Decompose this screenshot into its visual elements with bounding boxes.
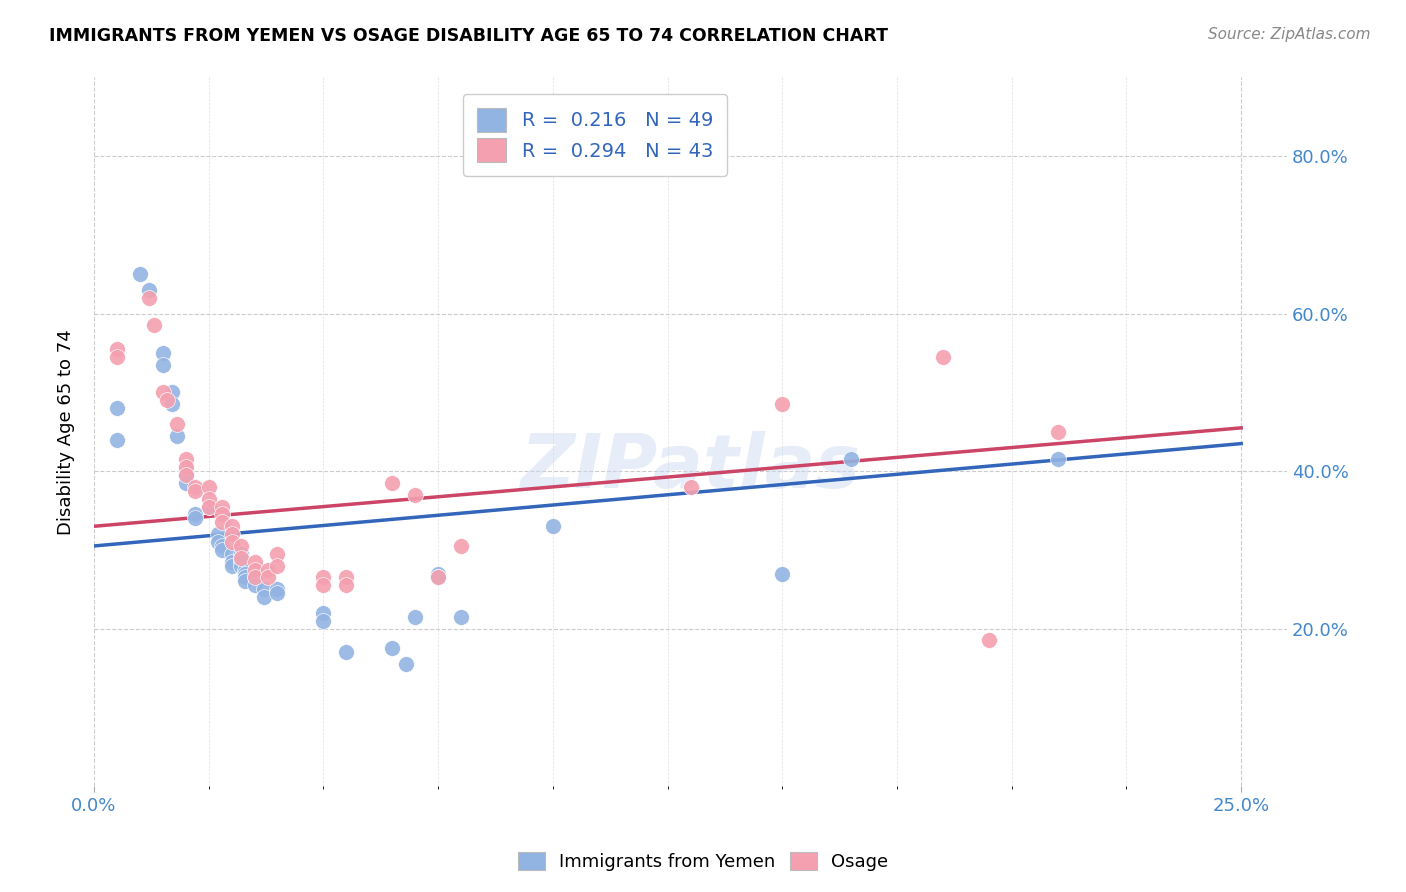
Point — [207, 535, 229, 549]
Point — [174, 468, 197, 483]
Point — [166, 428, 188, 442]
Point — [197, 500, 219, 514]
Point — [404, 610, 426, 624]
Point — [266, 582, 288, 597]
Point — [450, 539, 472, 553]
Point — [839, 452, 862, 467]
Point — [253, 590, 276, 604]
Point — [679, 480, 702, 494]
Point — [312, 606, 335, 620]
Point — [335, 578, 357, 592]
Point — [197, 480, 219, 494]
Point — [257, 563, 280, 577]
Point — [105, 433, 128, 447]
Point — [174, 460, 197, 475]
Point — [221, 527, 243, 541]
Point — [266, 558, 288, 573]
Point — [335, 570, 357, 584]
Point — [335, 645, 357, 659]
Point — [312, 570, 335, 584]
Point — [1046, 425, 1069, 439]
Point — [152, 358, 174, 372]
Point — [184, 483, 207, 498]
Point — [266, 586, 288, 600]
Point — [450, 610, 472, 624]
Point — [977, 633, 1000, 648]
Legend: Immigrants from Yemen, Osage: Immigrants from Yemen, Osage — [510, 845, 896, 879]
Point — [184, 511, 207, 525]
Point — [235, 574, 257, 589]
Point — [156, 393, 179, 408]
Point — [160, 385, 183, 400]
Point — [541, 519, 564, 533]
Point — [152, 346, 174, 360]
Point — [221, 555, 243, 569]
Point — [266, 547, 288, 561]
Text: Source: ZipAtlas.com: Source: ZipAtlas.com — [1208, 27, 1371, 42]
Point — [427, 570, 450, 584]
Point — [207, 527, 229, 541]
Point — [243, 555, 266, 569]
Point — [211, 516, 233, 530]
Point — [229, 539, 252, 553]
Point — [105, 342, 128, 356]
Point — [381, 641, 404, 656]
Point — [229, 558, 252, 573]
Point — [427, 566, 450, 581]
Point — [211, 542, 233, 557]
Point — [128, 268, 150, 282]
Point — [404, 488, 426, 502]
Y-axis label: Disability Age 65 to 74: Disability Age 65 to 74 — [58, 329, 75, 534]
Point — [381, 475, 404, 490]
Point — [166, 417, 188, 431]
Point — [243, 570, 266, 584]
Text: IMMIGRANTS FROM YEMEN VS OSAGE DISABILITY AGE 65 TO 74 CORRELATION CHART: IMMIGRANTS FROM YEMEN VS OSAGE DISABILIT… — [49, 27, 889, 45]
Point — [174, 475, 197, 490]
Point — [138, 291, 160, 305]
Point — [221, 558, 243, 573]
Point — [221, 519, 243, 533]
Point — [253, 582, 276, 597]
Point — [235, 566, 257, 581]
Point — [142, 318, 165, 333]
Point — [105, 401, 128, 416]
Point — [312, 614, 335, 628]
Point — [174, 464, 197, 478]
Point — [243, 578, 266, 592]
Point — [427, 570, 450, 584]
Point — [221, 535, 243, 549]
Point — [184, 508, 207, 522]
Point — [152, 385, 174, 400]
Point — [184, 480, 207, 494]
Text: ZIPatlas: ZIPatlas — [520, 431, 860, 504]
Point — [235, 570, 257, 584]
Point — [243, 563, 266, 577]
Point — [235, 563, 257, 577]
Point — [770, 566, 793, 581]
Point — [197, 491, 219, 506]
Legend: R =  0.216   N = 49, R =  0.294   N = 43: R = 0.216 N = 49, R = 0.294 N = 43 — [464, 95, 727, 176]
Point — [932, 350, 955, 364]
Point — [211, 539, 233, 553]
Point — [770, 397, 793, 411]
Point — [243, 570, 266, 584]
Point — [229, 547, 252, 561]
Point — [229, 550, 252, 565]
Point — [1046, 452, 1069, 467]
Point — [395, 657, 418, 671]
Point — [174, 468, 197, 483]
Point — [138, 283, 160, 297]
Point — [105, 350, 128, 364]
Point — [160, 397, 183, 411]
Point — [229, 550, 252, 565]
Point — [257, 570, 280, 584]
Point — [211, 500, 233, 514]
Point — [197, 500, 219, 514]
Point — [229, 555, 252, 569]
Point — [174, 452, 197, 467]
Point — [211, 508, 233, 522]
Point — [312, 578, 335, 592]
Point — [221, 547, 243, 561]
